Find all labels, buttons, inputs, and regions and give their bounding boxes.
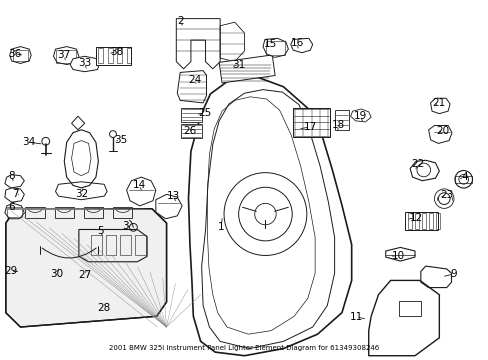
Polygon shape [263, 39, 288, 57]
Polygon shape [5, 188, 24, 202]
Bar [181, 108, 201, 122]
Text: 29: 29 [4, 266, 17, 276]
Polygon shape [290, 39, 312, 53]
Bar [56, 50, 76, 63]
Bar [414, 213, 418, 229]
Text: 11: 11 [349, 312, 363, 322]
Polygon shape [6, 209, 166, 327]
Polygon shape [350, 109, 370, 122]
Bar [219, 55, 275, 83]
Text: 17: 17 [303, 122, 316, 132]
Text: 13: 13 [167, 191, 180, 201]
Bar [135, 235, 145, 255]
Polygon shape [54, 46, 79, 64]
Text: 19: 19 [353, 111, 366, 121]
Text: 20: 20 [436, 126, 449, 135]
Text: 24: 24 [188, 75, 201, 85]
Bar [83, 207, 103, 218]
Bar [435, 213, 439, 229]
Polygon shape [5, 175, 24, 188]
Text: 12: 12 [408, 213, 422, 222]
Bar [98, 48, 103, 63]
Bar [25, 207, 45, 218]
Text: 22: 22 [410, 159, 423, 169]
Bar [265, 41, 285, 55]
Bar [120, 235, 131, 255]
Bar [105, 235, 116, 255]
Text: 30: 30 [50, 269, 63, 279]
Text: 18: 18 [331, 121, 344, 130]
Text: 35: 35 [113, 135, 127, 145]
Text: 36: 36 [8, 49, 21, 59]
Text: 2001 BMW 325i Instrument Panel Lighter Element Diagram for 61349308246: 2001 BMW 325i Instrument Panel Lighter E… [109, 345, 379, 351]
Circle shape [238, 187, 292, 241]
Bar [107, 48, 112, 63]
Text: 8: 8 [8, 171, 15, 181]
Bar [399, 301, 421, 316]
Text: 25: 25 [198, 108, 211, 118]
Text: 1: 1 [217, 222, 224, 231]
Text: 34: 34 [22, 138, 36, 147]
Text: 5: 5 [97, 226, 104, 236]
Text: 15: 15 [264, 39, 277, 49]
Bar [407, 213, 411, 229]
Polygon shape [177, 71, 206, 103]
Text: 38: 38 [110, 46, 123, 57]
Text: 10: 10 [391, 251, 404, 261]
Polygon shape [70, 56, 99, 72]
Text: 26: 26 [183, 126, 196, 135]
Polygon shape [5, 203, 24, 219]
Text: 14: 14 [133, 180, 146, 190]
Text: 7: 7 [12, 189, 19, 199]
Bar [13, 50, 28, 61]
Text: 31: 31 [231, 59, 245, 69]
Bar [117, 48, 122, 63]
Bar [7, 207, 22, 217]
Text: 21: 21 [432, 98, 445, 108]
Text: 2: 2 [177, 17, 183, 27]
Text: 37: 37 [58, 50, 71, 60]
Bar [55, 207, 74, 218]
Text: 32: 32 [75, 189, 88, 199]
Text: 3: 3 [122, 221, 128, 231]
Bar [96, 46, 131, 65]
Bar [454, 176, 471, 183]
Bar [293, 108, 329, 137]
Bar [91, 235, 102, 255]
Bar [428, 213, 432, 229]
Text: 27: 27 [78, 270, 91, 280]
Text: 33: 33 [78, 58, 91, 68]
Text: 23: 23 [439, 190, 452, 200]
Bar [113, 207, 132, 218]
Bar [334, 110, 348, 130]
Bar [181, 125, 201, 138]
Text: 9: 9 [450, 269, 456, 279]
Polygon shape [10, 46, 31, 63]
Bar [405, 212, 437, 230]
Text: 16: 16 [290, 38, 303, 48]
Bar [421, 213, 425, 229]
Text: 28: 28 [98, 303, 111, 313]
Text: 4: 4 [460, 172, 467, 182]
Text: 6: 6 [8, 202, 15, 212]
Bar [126, 48, 131, 63]
